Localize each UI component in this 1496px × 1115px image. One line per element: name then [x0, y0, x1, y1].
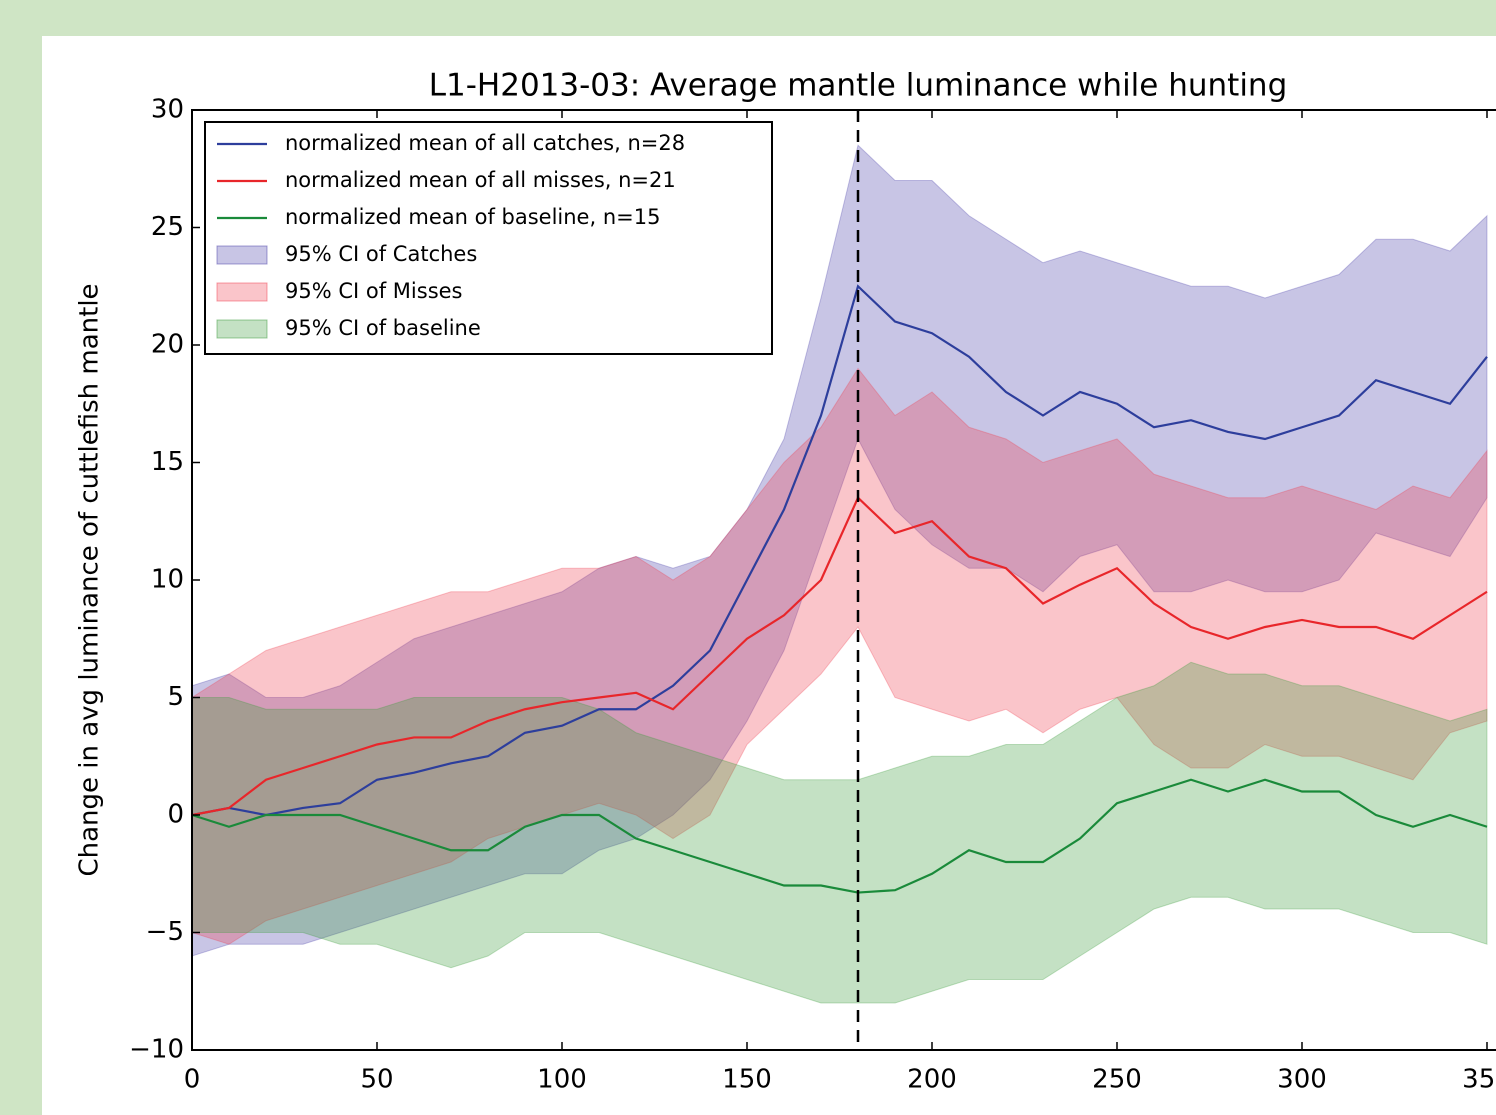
- legend-label: normalized mean of all catches, n=28: [285, 131, 685, 155]
- y-tick-label: 30: [151, 95, 184, 125]
- y-tick-label: −5: [146, 917, 184, 947]
- y-tick-label: 10: [151, 565, 184, 595]
- legend-label: normalized mean of all misses, n=21: [285, 168, 676, 192]
- legend-swatch: [216, 319, 268, 339]
- x-tick-label: 350: [1462, 1065, 1496, 1095]
- legend-swatch: [216, 245, 268, 265]
- y-tick-label: 0: [167, 800, 184, 830]
- plot-area: [192, 110, 1488, 1050]
- x-tick-label: 100: [537, 1065, 587, 1095]
- series-line: [192, 778, 1488, 894]
- legend-label: 95% CI of Catches: [285, 242, 477, 266]
- legend-swatch: [216, 282, 268, 302]
- x-tick-label: 200: [907, 1065, 957, 1095]
- x-tick-label: 50: [360, 1065, 393, 1095]
- series-line: [192, 284, 1488, 817]
- ci-band: [192, 661, 1488, 1004]
- series-line: [192, 495, 1488, 817]
- y-tick-label: −10: [129, 1035, 184, 1065]
- legend-box: [204, 121, 773, 355]
- ci-band: [192, 144, 1488, 957]
- x-tick-label: 150: [722, 1065, 772, 1095]
- x-tick-label: 250: [1092, 1065, 1142, 1095]
- y-axis-label: Change in avg luminance of cuttlefish ma…: [75, 283, 105, 876]
- chart-title: L1-H2013-03: Average mantle luminance wh…: [429, 68, 1288, 104]
- legend-label: normalized mean of baseline, n=15: [285, 205, 660, 229]
- legend-label: 95% CI of Misses: [285, 279, 463, 303]
- y-tick-label: 25: [151, 212, 184, 242]
- ci-band: [192, 367, 1488, 945]
- y-tick-label: 5: [167, 682, 184, 712]
- x-tick-label: 300: [1277, 1065, 1327, 1095]
- y-tick-label: 20: [151, 330, 184, 360]
- legend-label: 95% CI of baseline: [285, 316, 481, 340]
- y-tick-label: 15: [151, 447, 184, 477]
- x-tick-label: 0: [184, 1065, 201, 1095]
